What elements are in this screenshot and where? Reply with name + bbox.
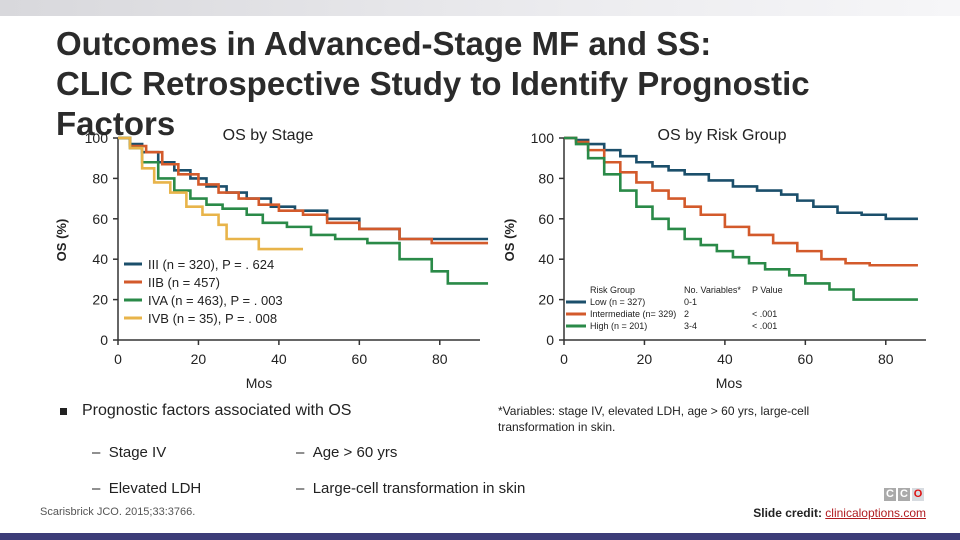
cco-logo: C C O: [884, 488, 924, 501]
chart-title: OS by Risk Group: [658, 127, 787, 144]
chart-title: OS by Stage: [223, 127, 314, 144]
x-tick-label: 40: [717, 351, 733, 367]
x-axis-label: Mos: [716, 375, 742, 391]
y-tick-label: 40: [538, 251, 554, 267]
y-tick-label: 100: [85, 130, 109, 146]
y-axis-label: OS (%): [54, 219, 69, 262]
sub-item-age: – Age > 60 yrs: [296, 444, 398, 461]
legend-header-group: Risk Group: [590, 285, 635, 295]
x-tick-label: 80: [878, 351, 894, 367]
y-tick-label: 80: [92, 170, 108, 186]
sub-item-stage-iv: – Stage IV: [92, 444, 167, 461]
series-line: [118, 136, 489, 285]
sub-item-label: Elevated LDH: [108, 480, 202, 497]
sub-item-elevated-ldh: – Elevated LDH: [92, 480, 202, 497]
top-decorative-bar: [0, 0, 960, 16]
legend-label: IIB (n = 457): [148, 275, 220, 290]
bullet-main: Prognostic factors associated with OS: [58, 402, 498, 420]
citation: Scarisbrick JCO. 2015;33:3766.: [40, 506, 196, 518]
legend-label: IVB (n = 35), P = . 008: [148, 311, 277, 326]
credit-link[interactable]: clinicaloptions.com: [825, 506, 926, 520]
legend-vars: 2: [684, 309, 689, 319]
x-tick-label: 60: [352, 351, 368, 367]
x-tick-label: 20: [191, 351, 207, 367]
slide-credit: Slide credit: clinicaloptions.com: [753, 506, 926, 520]
legend-header-vars: No. Variables*: [684, 285, 741, 295]
y-tick-label: 80: [538, 170, 554, 186]
legend-label: III (n = 320), P = . 624: [148, 257, 274, 272]
logo-letter: C: [884, 488, 896, 501]
x-tick-label: 0: [114, 351, 122, 367]
legend-p: < .001: [752, 321, 777, 331]
sub-item-large-cell: – Large-cell transformation in skin: [296, 480, 526, 497]
series-line: [118, 136, 304, 251]
x-tick-label: 40: [271, 351, 287, 367]
os-by-risk-group-svg: 0 20 40 60 80 100 0 20 40 60 80 OS by Risk Group Mos…: [502, 127, 926, 391]
sub-item-label: Large-cell transformation in skin: [312, 480, 526, 497]
logo-letter: C: [898, 488, 910, 501]
legend-label: Intermediate (n= 329): [590, 309, 676, 319]
y-tick-label: 20: [538, 292, 554, 308]
x-tick-label: 60: [798, 351, 814, 367]
legend-label: Low (n = 327): [590, 297, 645, 307]
legend-header-p: P Value: [752, 285, 783, 295]
legend-vars: 3-4: [684, 321, 697, 331]
title-line-2: CLIC Retrospective Study to Identify Pro…: [56, 65, 810, 142]
legend-vars: 0-1: [684, 297, 697, 307]
prognostic-factors-list: Prognostic factors associated with OS: [58, 402, 498, 420]
y-tick-label: 20: [92, 292, 108, 308]
credit-label: Slide credit:: [753, 506, 822, 520]
y-axis-label: OS (%): [502, 219, 517, 262]
slide-title: Outcomes in Advanced-Stage MF and SS: CL…: [56, 24, 936, 144]
x-tick-label: 20: [637, 351, 653, 367]
legend-p: < .001: [752, 309, 777, 319]
series-line: [564, 136, 918, 267]
sub-item-label: Age > 60 yrs: [312, 444, 398, 461]
y-tick-label: 0: [546, 332, 554, 348]
y-tick-label: 60: [538, 211, 554, 227]
series-line: [564, 136, 918, 221]
x-tick-label: 80: [432, 351, 448, 367]
y-tick-label: 60: [92, 211, 108, 227]
x-axis-label: Mos: [246, 375, 272, 391]
os-by-stage-svg: 0 20 40 60 80 100 0 20 40 60 80 OS by Stage Mos OS (%…: [54, 127, 489, 391]
os-by-risk-group-chart: 0 20 40 60 80 100 0 20 40 60 80 OS by Risk Group Mos…: [486, 120, 956, 391]
logo-letter: O: [912, 488, 924, 501]
sub-item-label: Stage IV: [108, 444, 167, 461]
title-line-1: Outcomes in Advanced-Stage MF and SS:: [56, 25, 712, 62]
legend-label: IVA (n = 463), P = . 003: [148, 293, 283, 308]
y-tick-label: 0: [100, 332, 108, 348]
os-by-stage-chart: 0 20 40 60 80 100 0 20 40 60 80 OS by Stage Mos OS (%…: [40, 120, 510, 391]
series-line: [564, 136, 918, 301]
series-line: [118, 136, 489, 245]
y-tick-label: 40: [92, 251, 108, 267]
legend-label: High (n = 201): [590, 321, 647, 331]
x-tick-label: 0: [560, 351, 568, 367]
bottom-decorative-bar: [0, 533, 960, 540]
footnote: *Variables: stage IV, elevated LDH, age …: [498, 404, 810, 434]
y-tick-label: 100: [531, 130, 555, 146]
